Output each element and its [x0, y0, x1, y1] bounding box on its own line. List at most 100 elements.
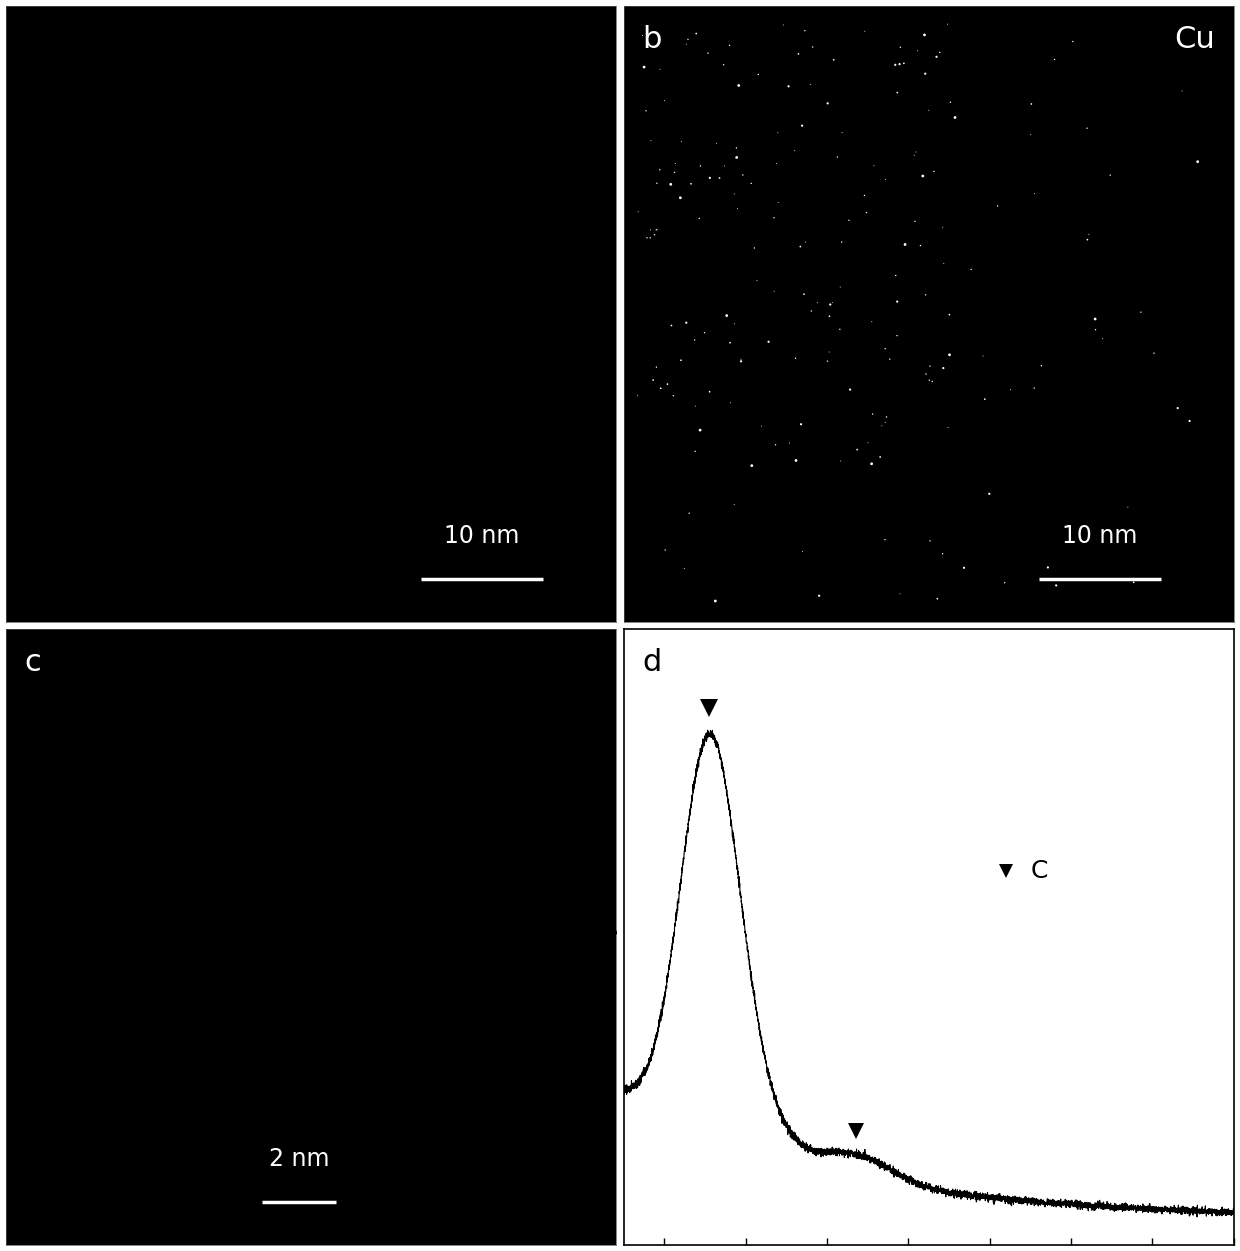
- Point: [932, 544, 952, 564]
- Point: [1145, 343, 1164, 363]
- Point: [671, 350, 691, 370]
- Point: [627, 385, 647, 405]
- Point: [684, 330, 704, 350]
- Point: [789, 44, 808, 64]
- Point: [1188, 151, 1208, 171]
- Point: [994, 573, 1014, 593]
- Text: Cu: Cu: [1174, 25, 1215, 54]
- Text: 2 nm: 2 nm: [269, 1147, 330, 1171]
- Point: [714, 156, 734, 176]
- Point: [1118, 497, 1138, 517]
- Point: [1078, 230, 1097, 250]
- Text: b: b: [642, 25, 661, 54]
- Point: [920, 530, 940, 550]
- Point: [830, 319, 849, 339]
- Point: [890, 584, 910, 604]
- Point: [932, 218, 952, 238]
- Point: [1021, 125, 1040, 145]
- Point: [832, 123, 852, 143]
- Point: [675, 558, 694, 578]
- Point: [666, 154, 686, 174]
- Point: [839, 210, 859, 230]
- Point: [934, 254, 954, 274]
- Point: [720, 393, 740, 413]
- Point: [1022, 94, 1042, 114]
- Point: [930, 43, 950, 63]
- Point: [732, 349, 751, 369]
- Point: [651, 378, 671, 398]
- Point: [768, 123, 787, 143]
- Point: [765, 435, 785, 455]
- Point: [691, 156, 711, 176]
- Point: [915, 64, 935, 84]
- Point: [724, 184, 744, 204]
- Point: [1032, 355, 1052, 375]
- Point: [794, 284, 813, 304]
- Point: [802, 38, 822, 58]
- Point: [719, 35, 739, 55]
- Point: [823, 50, 843, 70]
- Point: [1044, 50, 1064, 70]
- Point: [934, 358, 954, 378]
- Point: [1131, 303, 1151, 323]
- Point: [727, 148, 746, 168]
- Point: [714, 55, 734, 75]
- Point: [742, 174, 761, 194]
- Point: [832, 231, 852, 251]
- Point: [795, 21, 815, 41]
- Point: [665, 163, 684, 183]
- Point: [875, 169, 895, 189]
- Point: [890, 38, 910, 58]
- Point: [863, 404, 883, 424]
- Point: [790, 236, 810, 256]
- Point: [939, 418, 959, 438]
- Point: [650, 59, 670, 79]
- Point: [764, 281, 784, 301]
- Point: [644, 370, 663, 390]
- Point: [885, 265, 905, 285]
- Point: [749, 65, 769, 85]
- Point: [671, 188, 691, 208]
- Point: [980, 484, 999, 504]
- Text: 10 nm: 10 nm: [1061, 524, 1137, 548]
- Point: [872, 415, 892, 435]
- Point: [637, 228, 657, 248]
- Point: [875, 339, 895, 359]
- Point: [920, 357, 940, 377]
- Point: [916, 364, 936, 384]
- Text: 10 nm: 10 nm: [444, 524, 520, 548]
- Point: [646, 220, 666, 240]
- Point: [729, 75, 749, 95]
- Point: [706, 590, 725, 610]
- Point: [724, 494, 744, 514]
- Point: [889, 54, 909, 74]
- Point: [694, 323, 714, 343]
- Point: [717, 305, 737, 325]
- Point: [906, 143, 926, 163]
- Point: [822, 293, 842, 313]
- Point: [647, 219, 667, 239]
- Point: [786, 450, 806, 470]
- Point: [707, 134, 727, 154]
- Point: [785, 140, 805, 160]
- Point: [870, 447, 890, 467]
- Point: [766, 154, 786, 174]
- Point: [908, 41, 928, 61]
- Point: [924, 161, 944, 181]
- Point: [1024, 184, 1044, 204]
- Point: [862, 454, 882, 474]
- Point: [915, 25, 935, 45]
- Point: [686, 442, 706, 462]
- Point: [904, 145, 924, 165]
- Point: [1078, 118, 1097, 138]
- Point: [817, 352, 837, 372]
- Point: [800, 75, 820, 95]
- Point: [817, 94, 837, 114]
- Point: [1024, 378, 1044, 398]
- Point: [728, 199, 748, 219]
- Point: [657, 374, 677, 394]
- Point: [888, 291, 908, 311]
- Y-axis label: Intensity (a.u.): Intensity (a.u.): [598, 861, 618, 1013]
- Point: [751, 417, 771, 437]
- Text: c: c: [25, 648, 41, 677]
